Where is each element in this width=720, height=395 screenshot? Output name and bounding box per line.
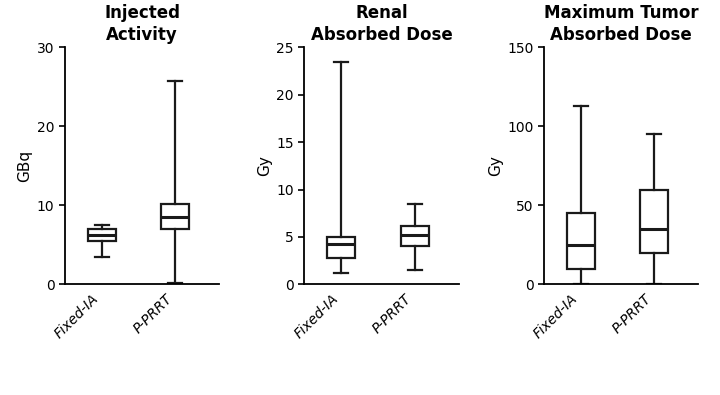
PathPatch shape — [327, 237, 355, 258]
Y-axis label: Gy: Gy — [488, 156, 503, 176]
PathPatch shape — [161, 204, 189, 229]
Title: Maximum Tumor
Absorbed Dose: Maximum Tumor Absorbed Dose — [544, 4, 698, 45]
PathPatch shape — [640, 190, 668, 253]
PathPatch shape — [88, 229, 116, 241]
Title: Renal
Absorbed Dose: Renal Absorbed Dose — [311, 4, 452, 45]
PathPatch shape — [401, 226, 428, 246]
Y-axis label: GBq: GBq — [17, 150, 32, 182]
Title: Injected
Activity: Injected Activity — [104, 4, 180, 45]
PathPatch shape — [567, 213, 595, 269]
Y-axis label: Gy: Gy — [257, 156, 272, 176]
